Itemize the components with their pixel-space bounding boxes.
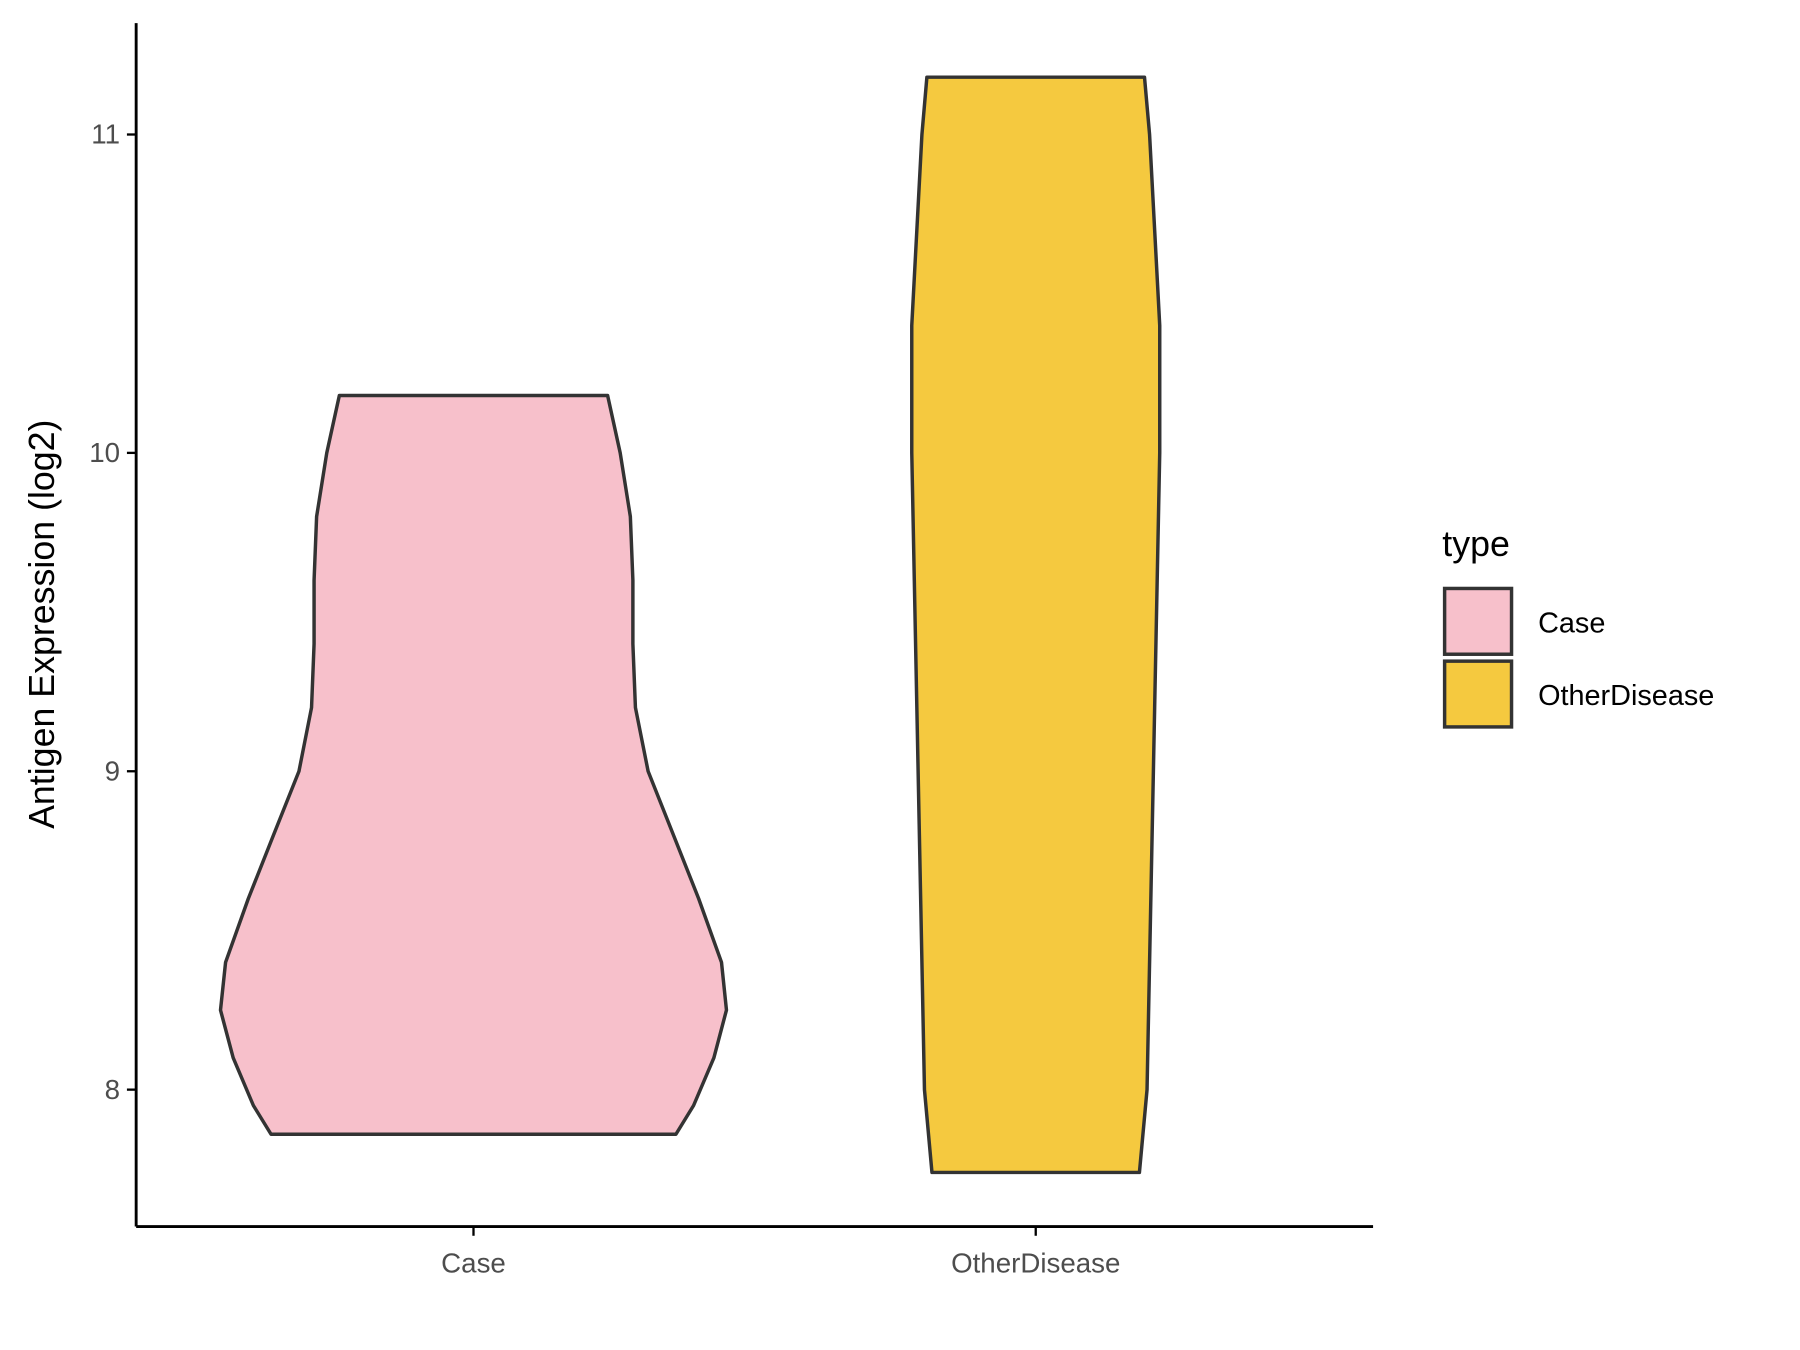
legend-label: OtherDisease [1538, 680, 1714, 712]
y-tick-label: 11 [91, 119, 120, 150]
legend-key [1442, 659, 1514, 729]
legend-label: Case [1538, 607, 1605, 639]
legend-title: type [1442, 524, 1510, 564]
violin [218, 393, 729, 1136]
x-tick-label: OtherDisease [951, 1248, 1120, 1279]
y-tick-label: 10 [89, 437, 120, 468]
y-axis-title: Antigen Expression (log2) [22, 420, 62, 829]
x-tick-label: Case [441, 1248, 506, 1279]
violin [910, 75, 1162, 1175]
legend-key [1442, 586, 1514, 656]
y-tick-label: 8 [105, 1074, 120, 1105]
y-tick-label: 9 [105, 755, 120, 786]
